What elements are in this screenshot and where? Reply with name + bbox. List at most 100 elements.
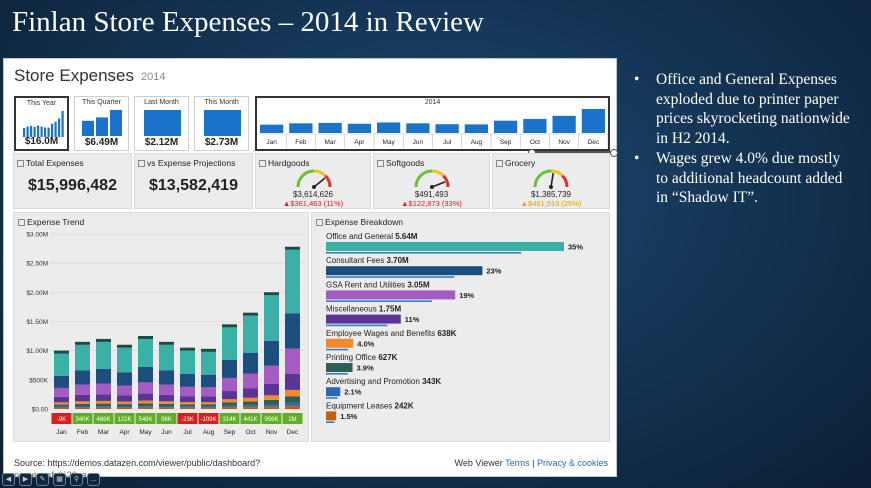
kpi-grocery[interactable]: Grocery $1,385,739 ▲$461,913 (25%): [492, 153, 610, 209]
gauge-needle: [550, 173, 554, 188]
expense-breakdown-title: Expense Breakdown: [325, 217, 403, 227]
breakdown-bar[interactable]: [326, 387, 341, 397]
breakdown-label: Office and General 5.64M: [326, 232, 418, 241]
period-value: $2.73M: [204, 137, 239, 148]
year-selector-chart: Jan Feb Mar Apr May Jun Jul Aug Sep Oct Nov Dec: [257, 109, 608, 148]
trend-segment: [243, 388, 258, 398]
breakdown-bar[interactable]: [326, 411, 337, 421]
pen-icon[interactable]: ✎: [36, 473, 49, 486]
breakdown-label: Equipment Leases 242K: [326, 401, 414, 410]
variance-cell: [282, 413, 303, 424]
year-bar-sep[interactable]: [494, 120, 518, 133]
range-slider-end-handle[interactable]: [610, 149, 618, 157]
slide-title: Finlan Store Expenses – 2014 in Review: [12, 6, 485, 38]
year-bar-mar[interactable]: [318, 122, 342, 133]
year-selector[interactable]: 2014 Jan Feb Mar Apr May Jun Jul Aug Sep Oct Nov De…: [255, 96, 610, 151]
kpi-hardgoods[interactable]: Hardgoods $3,614,626 ▲$361,463 (11%): [255, 153, 371, 209]
period-value: $6.49M: [84, 137, 119, 148]
expand-icon: [377, 160, 384, 167]
period-last-month[interactable]: Last Month $2.12M: [134, 96, 189, 151]
variance-cell: [93, 413, 114, 424]
variance-cell: [177, 413, 198, 424]
breakdown-bar[interactable]: [326, 363, 353, 372]
trend-segment: [201, 351, 216, 375]
kpi-total-expenses[interactable]: Total Expenses $15,996,482: [13, 153, 132, 209]
year-bar-nov[interactable]: [552, 115, 576, 133]
trend-month-label: Mar: [98, 429, 110, 436]
trend-segment: [285, 402, 300, 406]
grid-icon[interactable]: ▦: [53, 473, 66, 486]
year-bar-dec[interactable]: [581, 109, 605, 133]
period-label: Last Month: [144, 99, 179, 106]
breakdown-target-line: [326, 348, 349, 351]
trend-segment: [180, 407, 195, 409]
year-bar-jan[interactable]: [260, 124, 284, 133]
year-bar-jul[interactable]: [435, 124, 459, 133]
trend-segment: [159, 394, 174, 402]
breakdown-bar[interactable]: [326, 290, 456, 300]
variance-cell: [51, 413, 72, 424]
zoom-icon[interactable]: ⚲: [70, 473, 83, 486]
trend-segment: [159, 384, 174, 395]
year-bar-jun[interactable]: [406, 123, 430, 133]
trend-segment: [243, 353, 258, 374]
gauge-needle: [313, 177, 326, 188]
range-slider-track[interactable]: [531, 151, 616, 153]
year-bar-apr[interactable]: [347, 123, 371, 133]
variance-label: 441K: [243, 417, 257, 423]
breakdown-bar[interactable]: [326, 338, 354, 348]
period-this-month[interactable]: This Month $2.73M: [194, 96, 249, 151]
period-this-quarter[interactable]: This Quarter $6.49M: [74, 96, 129, 151]
gauge-hub: [312, 185, 316, 189]
trend-segment: [138, 403, 153, 407]
trend-month-label: May: [139, 429, 152, 436]
trend-segment: [54, 407, 69, 409]
trend-segment: [75, 384, 90, 395]
gauge-band: [561, 174, 569, 188]
next-slide-icon[interactable]: ▶: [19, 473, 32, 486]
year-bar-oct[interactable]: [523, 118, 547, 133]
expand-icon: [138, 160, 145, 167]
trend-segment: [96, 383, 111, 395]
hardgoods-gauge: [296, 169, 332, 189]
trend-segment: [96, 403, 111, 407]
breakdown-pct: 4.0%: [357, 339, 374, 348]
expense-trend-card[interactable]: Expense Trend $3.00M $2.50M $2.00M $1.50M $1…: [13, 212, 309, 442]
trend-segment: [75, 407, 90, 409]
trend-segment: [75, 394, 90, 402]
year-bar-may[interactable]: [377, 122, 401, 133]
kpi-softgoods[interactable]: Softgoods $491,493 ▲$122,873 (33%): [373, 153, 490, 209]
more-icon[interactable]: …: [87, 473, 100, 486]
trend-segment: [222, 402, 237, 406]
terms-link[interactable]: Terms: [505, 458, 530, 468]
trend-segment: [117, 372, 132, 386]
gauge-band: [296, 169, 315, 188]
variance-label: -109K: [200, 417, 216, 423]
previous-slide-icon[interactable]: ◀: [2, 473, 15, 486]
trend-segment: [243, 373, 258, 389]
year-bar-aug[interactable]: [464, 124, 488, 133]
expense-breakdown-card[interactable]: Expense Breakdown Office and General 5.6…: [311, 212, 610, 442]
trend-segment: [180, 374, 195, 387]
trend-month-label: Jan: [56, 429, 67, 436]
trend-segment: [285, 396, 300, 403]
trend-segment: [96, 400, 111, 404]
trend-segment: [264, 395, 279, 400]
trend-segment: [243, 397, 258, 402]
breakdown-target-line: [326, 252, 522, 254]
breakdown-bar[interactable]: [326, 266, 483, 276]
year-bar-feb[interactable]: [289, 123, 313, 133]
trend-segment: [75, 403, 90, 407]
trend-segment: [117, 347, 132, 373]
breakdown-label: Miscellaneous 1.75M: [326, 305, 401, 314]
period-this-year[interactable]: This Year $16.0M: [14, 96, 69, 151]
breakdown-bar[interactable]: [326, 314, 401, 324]
breakdown-bar[interactable]: [326, 242, 564, 251]
privacy-link[interactable]: Privacy & cookies: [536, 458, 608, 468]
kpi-vs-projections[interactable]: vs Expense Projections $13,582,419: [134, 153, 253, 209]
trend-segment: [222, 360, 237, 378]
expense-trend-chart: $3.00M $2.50M $2.00M $1.50M $1.00M $500K $0.00…: [26, 232, 304, 436]
year-month-label: Jan: [266, 139, 277, 146]
breakdown-pct: 19%: [459, 291, 474, 300]
trend-segment: [264, 340, 279, 366]
